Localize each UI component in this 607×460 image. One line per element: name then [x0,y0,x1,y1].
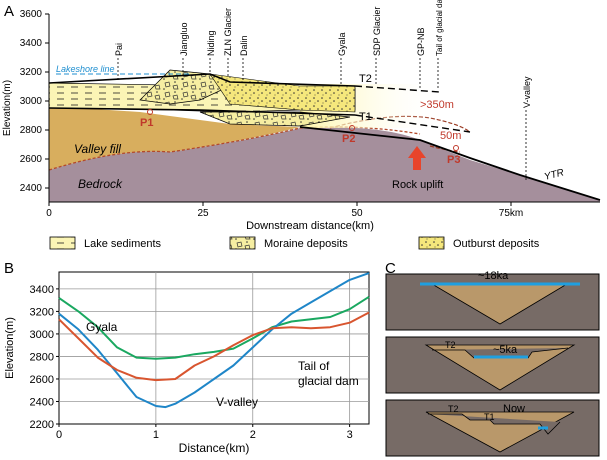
loc-gp-nb: GP-NB [416,27,426,56]
c-now-label: Now [503,403,525,415]
legend-outburst: Outburst deposits [453,238,540,250]
c-box-5ka: T2 ~5ka [385,336,600,394]
c-box-now: T2 T1 Now [385,399,600,457]
a-y-label: Elevation(m) [2,80,13,136]
terrace-t2-extension [354,85,441,93]
panel-a: A Lakeshore line [2,0,601,232]
loc-dalin: Dalin [239,35,249,56]
b-grid [59,272,369,424]
b-x-tick-label: 1 [153,429,159,441]
p3-marker [453,145,459,151]
b-series-line-tail-of-glacial-dam [58,311,370,382]
p3-label: P3 [447,154,460,166]
p2-marker [349,125,355,131]
t1-label: T1 [359,111,372,123]
b-x-ticks: 0 1 2 3 [56,424,353,441]
loc-jiangluo: Jiangluo [179,22,189,56]
b-plot-frame [58,271,370,425]
legend-swatch-lake [49,236,76,250]
b-x-label: Distance(km) [179,441,250,455]
ytr-label: YTR [543,167,565,183]
terrace-t1-line [48,107,356,116]
b-x-tick-label: 2 [250,429,256,441]
a-x-label: Downstream distance(km) [246,220,374,232]
panel-c: C ~18ka T2 ~5ka T2 T1 Now [385,260,600,457]
c-t2-label-box2: T2 [445,340,456,350]
b-label-tail-2: glacial dam [298,374,359,388]
b-series-line-v-valley [58,272,370,409]
a-y-tick-label: 3200 [20,67,43,78]
panel-b-label: B [4,260,14,277]
legend: Lake sediments Moraine deposits Outburst… [49,236,540,250]
a-y-tick-label: 2600 [20,154,43,165]
a-x-tick-label: 25 [197,208,209,219]
c-5ka-label: ~5ka [493,344,518,356]
lakeshore-label: Lakeshore line [56,64,115,74]
c-18ka-label: ~18ka [478,270,509,282]
a-y-tick-label: 2400 [20,183,43,194]
a-y-tick-label: 3400 [20,38,43,49]
b-y-tick-label: 2400 [30,396,54,408]
loc-gyala: Gyala [337,32,347,56]
a-y-tick-label: 3600 [20,9,43,20]
outburst-deposits [209,73,356,113]
legend-moraine: Moraine deposits [264,238,348,250]
c-box-18ka: ~18ka [385,270,600,331]
uplift-arrow [408,146,426,170]
a-x-tick-label: 50 [351,208,363,219]
uplift-350: >350m [420,99,454,111]
uplift-50: 50m [440,130,461,142]
rock-uplift-label: Rock uplift [392,179,443,191]
b-series [58,272,370,409]
b-label-tail-1: Tail of [298,359,330,373]
p1-label: P1 [140,117,153,129]
terrace-t1-extension [354,114,471,133]
river-profile [299,126,601,201]
a-y-tick-label: 3000 [20,96,43,107]
a-y-ticks: 2400 2600 2800 3000 3200 3400 3600 [20,9,49,194]
b-y-tick-label: 2800 [30,351,54,363]
legend-lake: Lake sediments [84,238,162,250]
a-y-tick-label: 2800 [20,125,43,136]
panel-b: B 2200 2400 2600 2800 3000 3200 3400 0 1 2 3 Elev… [4,260,370,455]
b-x-tick-label: 0 [56,429,62,441]
loc-zln-glacier: ZLN Glacier [223,8,233,56]
p2-label: P2 [342,133,355,145]
location-markers [117,58,527,180]
b-y-label: Elevation(m) [4,317,16,379]
b-y-tick-label: 3200 [30,306,54,318]
panel-a-label: A [4,3,14,20]
c-t2-label-box3: T2 [448,404,459,414]
t2-label: T2 [359,73,372,85]
loc-pai: Pai [114,43,124,56]
b-x-tick-label: 3 [347,429,353,441]
b-label-vvalley: V-valley [216,395,258,409]
loc-sdp-glacier: SDP Glacier [372,7,382,56]
legend-swatch-moraine [229,236,256,250]
loc-tail-glacial-dam: Tail of glacial dam [435,0,444,56]
bedrock-layer [49,127,600,202]
a-x-ticks: 0 25 50 75km [46,202,523,219]
loc-niding: Niding [206,30,216,56]
b-y-ticks: 2200 2400 2600 2800 3000 3200 3400 [30,284,59,431]
b-label-gyala: Gyala [86,320,118,334]
b-y-tick-label: 3000 [30,329,54,341]
valley-fill-label: Valley fill [74,142,121,156]
p1-marker [147,109,153,115]
bedrock-label: Bedrock [78,177,123,191]
a-x-tick-label: 75km [499,208,523,219]
valley-fill-layer [49,106,300,170]
b-series-line-gyala [58,295,370,360]
legend-swatch-outburst [418,236,445,250]
loc-v-valley: V-valley [522,76,532,108]
panel-c-label: C [385,260,396,277]
b-y-tick-label: 2600 [30,374,54,386]
c-t1-label-box3: T1 [484,412,495,422]
b-y-tick-label: 2200 [30,419,54,431]
b-y-tick-label: 3400 [30,284,54,296]
a-x-tick-label: 0 [46,208,52,219]
terrace-t2-line [48,73,356,87]
